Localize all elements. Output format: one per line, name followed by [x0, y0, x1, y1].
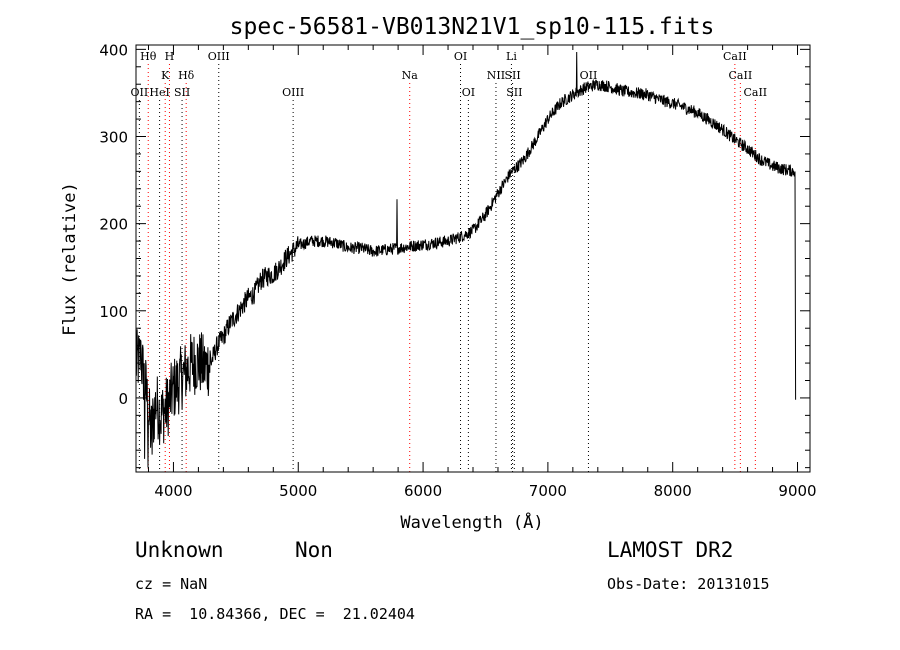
x-tick-label-0: 4000	[154, 482, 192, 500]
line-label-15: SII	[174, 86, 190, 99]
x-tick-label-2: 6000	[404, 482, 442, 500]
line-label-10: SII	[504, 69, 520, 82]
x-tick-label-4: 8000	[654, 482, 692, 500]
y-tick-label-4: 400	[99, 41, 128, 59]
line-label-7: Hδ	[178, 69, 195, 82]
line-label-2: OIII	[208, 50, 230, 63]
line-label-18: SII	[506, 86, 522, 99]
line-label-9: NII	[487, 69, 505, 82]
redshift-cz: cz = NaN	[135, 575, 208, 593]
y-tick-label-2: 200	[99, 216, 128, 234]
line-label-19: CaII	[743, 86, 767, 99]
y-axis-label: Flux (relative)	[60, 182, 80, 336]
line-label-17: OI	[462, 86, 475, 99]
object-subclass: Non	[295, 538, 333, 562]
line-label-8: Na	[402, 69, 419, 82]
line-label-0: Hθ	[140, 50, 157, 63]
object-class: Unknown	[135, 538, 224, 562]
spectrum-line	[135, 51, 797, 468]
axis-ticks: 4000 5000 6000 7000 8000 9000 0 100 200 300 400	[99, 41, 816, 500]
line-label-1: H	[165, 50, 175, 63]
chart-title: spec-56581-VB013N21V1_sp10-115.fits	[230, 14, 715, 40]
line-label-11: OII	[580, 69, 598, 82]
survey-name: LAMOST DR2	[607, 538, 734, 562]
line-label-13: OII	[131, 86, 149, 99]
x-tick-label-5: 9000	[778, 482, 816, 500]
x-axis-label: Wavelength (Å)	[400, 511, 543, 533]
x-tick-label-1: 5000	[279, 482, 317, 500]
spectrum-figure: spec-56581-VB013N21V1_sp10-115.fits Hθ H O…	[60, 14, 817, 533]
line-label-14: HeI	[149, 86, 169, 99]
x-tick-label-3: 7000	[529, 482, 567, 500]
y-tick-label-0: 0	[118, 390, 128, 408]
line-label-3: OI	[454, 50, 467, 63]
y-tick-label-3: 300	[99, 129, 128, 147]
line-label-4: Li	[506, 50, 517, 63]
line-label-6: K	[161, 69, 170, 82]
line-label-16: OIII	[282, 86, 304, 99]
line-label-5: CaII	[723, 50, 747, 63]
y-tick-label-1: 100	[99, 303, 128, 321]
obs-date: Obs-Date: 20131015	[607, 575, 770, 593]
coordinates: RA = 10.84366, DEC = 21.02404	[135, 605, 415, 623]
plot-frame	[135, 44, 811, 473]
line-label-12: CaII	[729, 69, 753, 82]
